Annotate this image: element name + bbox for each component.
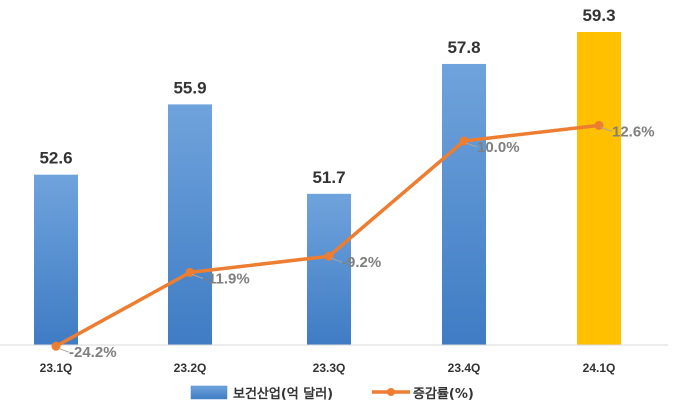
bars-layer: 52.6 55.9 51.7 57.8 59.3 <box>34 6 621 345</box>
bar-value-label-23.1Q: 52.6 <box>39 149 72 168</box>
legend-line-marker <box>387 388 395 396</box>
growth-rate-leader-23.4Q <box>465 142 478 148</box>
legend-bar-label: 보건산업(억 달러) <box>233 386 333 402</box>
growth-rate-label-23.2Q: -11.9% <box>203 270 250 287</box>
category-label-23.2Q: 23.2Q <box>174 361 207 375</box>
growth-rate-label-23.4Q: 10.0% <box>477 139 520 156</box>
growth-rate-label-23.3Q: -9.2% <box>342 254 381 271</box>
category-label-24.1Q: 24.1Q <box>583 361 616 375</box>
growth-rate-point-24.1Q <box>594 120 604 130</box>
bar-23.3Q <box>307 193 351 345</box>
bar-value-label-24.1Q: 59.3 <box>582 6 615 25</box>
bar-24.1Q <box>577 32 621 345</box>
legend-line-label: 증감률(%) <box>413 387 474 402</box>
growth-rate-leader-23.2Q <box>191 273 204 279</box>
growth-rate-leader-23.1Q <box>57 347 70 353</box>
category-labels: 23.1Q 23.2Q 23.3Q 23.4Q 24.1Q <box>40 361 616 375</box>
bar-value-label-23.2Q: 55.9 <box>173 78 206 97</box>
category-label-23.1Q: 23.1Q <box>40 361 73 375</box>
category-label-23.4Q: 23.4Q <box>448 361 481 375</box>
line-layer: -24.2% -11.9% -9.2% 10.0% 12.6% <box>51 120 655 361</box>
growth-rate-point-23.2Q <box>185 267 195 277</box>
growth-rate-point-23.3Q <box>324 251 334 261</box>
growth-rate-point-23.1Q <box>51 341 61 351</box>
growth-rate-point-23.4Q <box>459 136 469 146</box>
growth-rate-label-23.1Q: -24.2% <box>69 344 117 361</box>
category-label-23.3Q: 23.3Q <box>313 361 346 375</box>
growth-rate-leader-24.1Q <box>600 126 613 132</box>
bar-value-label-23.4Q: 57.8 <box>447 38 480 57</box>
legend: 보건산업(억 달러) 증감률(%) <box>190 385 474 402</box>
bar-23.2Q <box>168 104 212 345</box>
growth-rate-leader-23.3Q <box>330 257 343 263</box>
bar-23.1Q <box>34 174 78 345</box>
legend-bar-swatch <box>190 385 228 400</box>
bar-23.4Q <box>442 63 486 345</box>
bar-value-label-23.3Q: 51.7 <box>312 168 345 187</box>
growth-rate-label-24.1Q: 12.6% <box>612 123 655 140</box>
